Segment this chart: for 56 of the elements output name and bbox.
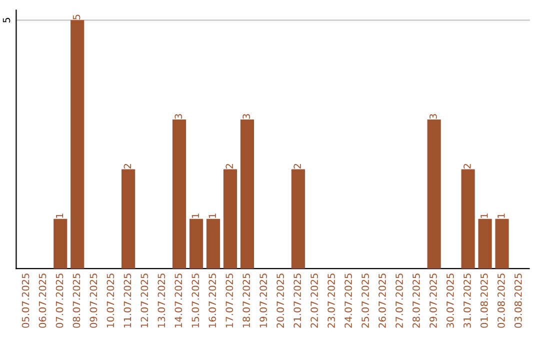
bar: [291, 169, 305, 269]
bar: [427, 120, 441, 269]
bar: [70, 20, 84, 269]
x-tick-label: 10.07.2025: [106, 274, 114, 328]
x-tick-label: 12.07.2025: [140, 274, 148, 328]
x-tick-label: 11.07.2025: [124, 274, 132, 328]
x-tick-label: 09.07.2025: [90, 274, 98, 328]
x-tick-label: 02.08.2025: [497, 274, 505, 328]
x-tick-label: 22.07.2025: [310, 274, 318, 328]
x-tick-label: 29.07.2025: [430, 274, 437, 328]
x-tick-label: 18.07.2025: [242, 274, 250, 328]
x-tick-label: 31.07.2025: [464, 274, 471, 328]
bar: [478, 218, 492, 269]
data-label: 1: [480, 214, 488, 218]
x-tick-label: 26.07.2025: [378, 274, 386, 328]
x-tick-label: 21.07.2025: [294, 274, 301, 328]
bar: [223, 169, 238, 269]
x-tick-label: 27.07.2025: [396, 274, 403, 328]
x-tick-label: 17.07.2025: [226, 274, 234, 328]
x-tick-label: 06.07.2025: [38, 274, 46, 328]
data-label: 3: [430, 114, 437, 119]
x-tick-label: 13.07.2025: [158, 274, 166, 328]
data-label: 1: [56, 214, 64, 218]
bar: [206, 218, 220, 269]
x-tick-label: 30.07.2025: [446, 274, 454, 328]
x-tick-label: 16.07.2025: [208, 274, 216, 328]
x-tick-label: 25.07.2025: [362, 274, 369, 328]
bar: [189, 218, 204, 269]
bar: [122, 169, 136, 269]
bar: [172, 120, 186, 269]
data-label: 3: [174, 114, 182, 119]
x-tick-label: 14.07.2025: [174, 274, 182, 328]
x-tick-label: 03.08.2025: [514, 274, 522, 328]
data-label: 2: [124, 164, 131, 169]
x-tick-label: 20.07.2025: [276, 274, 284, 328]
x-tick-label: 01.08.2025: [480, 274, 488, 328]
data-label: 1: [498, 214, 505, 218]
x-tick-label: 07.07.2025: [56, 274, 64, 328]
bar: [461, 169, 475, 269]
x-tick-label: 28.07.2025: [412, 274, 420, 328]
data-label: 1: [208, 214, 216, 218]
x-tick-label: 23.07.2025: [328, 274, 335, 328]
data-label: 2: [226, 164, 233, 169]
data-label: 3: [242, 114, 250, 119]
x-tick-label: 19.07.2025: [260, 274, 268, 328]
data-label: 5: [72, 14, 80, 20]
x-tick-label: 08.07.2025: [72, 274, 80, 328]
data-label: 2: [294, 164, 301, 169]
x-tick-label: 15.07.2025: [192, 274, 200, 328]
data-label: 2: [464, 164, 471, 169]
bar: [54, 218, 68, 269]
x-tick-label: 24.07.2025: [344, 274, 352, 328]
x-tick-label: 05.07.2025: [22, 274, 30, 328]
bar: [240, 120, 254, 269]
data-label: 1: [192, 214, 199, 218]
bar: [495, 218, 509, 269]
